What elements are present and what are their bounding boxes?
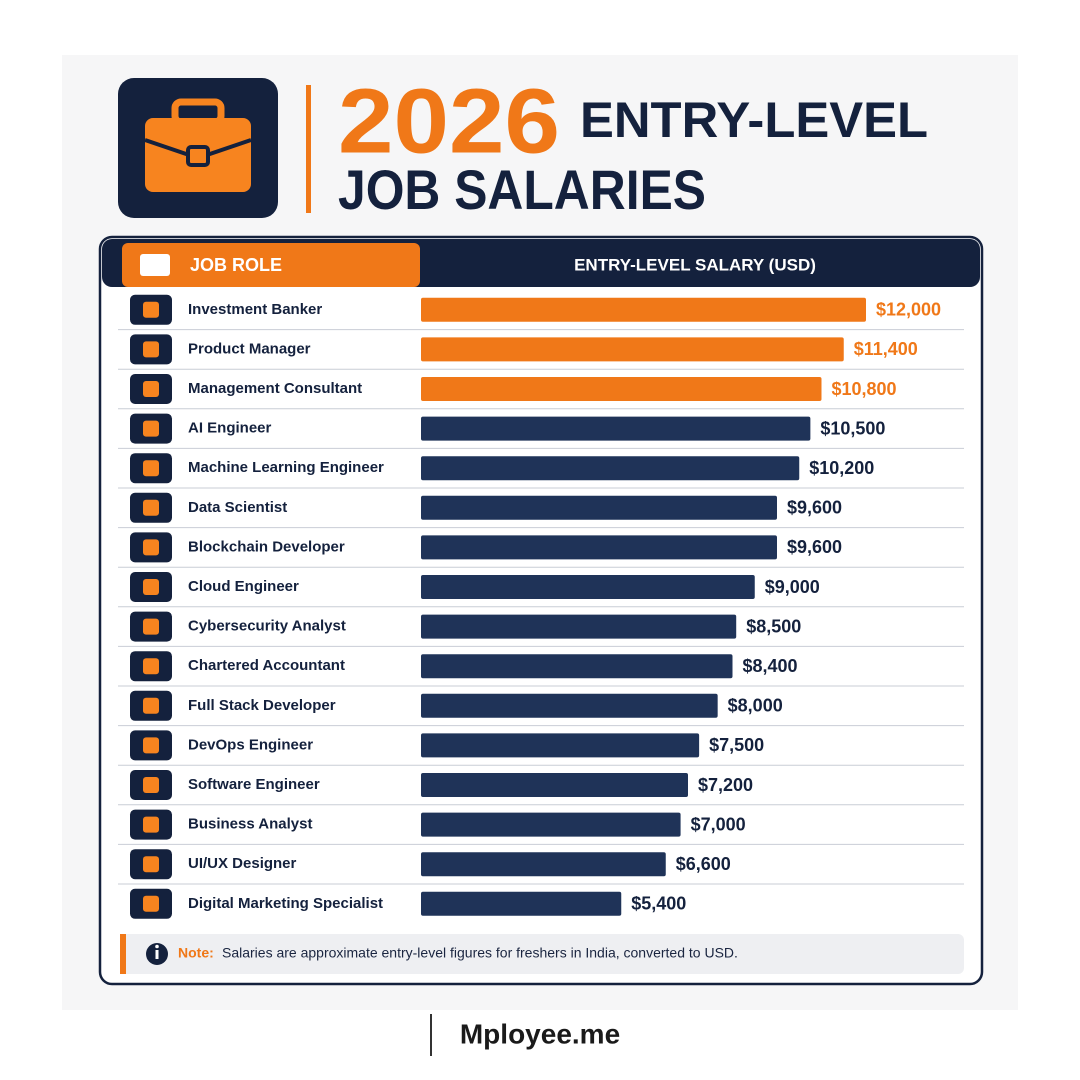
role-icon-glyph <box>143 737 159 754</box>
role-icon-glyph <box>143 420 159 437</box>
brand: Mployee.me <box>460 1018 620 1049</box>
role-icon-glyph <box>143 816 159 833</box>
role-header: JOB ROLE <box>190 255 282 275</box>
bar <box>421 654 733 679</box>
value-label: $6,600 <box>676 854 731 874</box>
info-icon-stem <box>155 950 159 959</box>
value-label: $9,600 <box>787 537 842 557</box>
value-label: $5,400 <box>631 894 686 914</box>
role-label: Investment Banker <box>188 301 322 318</box>
bar <box>421 377 822 401</box>
bar <box>421 812 681 837</box>
role-icon-glyph <box>143 341 159 358</box>
value-label: $10,800 <box>832 379 897 399</box>
role-label: Full Stack Developer <box>188 697 336 714</box>
role-label: Chartered Accountant <box>188 657 345 674</box>
bar <box>421 337 844 362</box>
value-label: $12,000 <box>876 300 941 320</box>
note-label: Note: <box>178 945 214 961</box>
role-label: Machine Learning Engineer <box>188 459 384 476</box>
role-icon-glyph <box>143 579 159 595</box>
role-label: Digital Marketing Specialist <box>188 895 383 912</box>
role-header-cell <box>122 243 420 287</box>
bar <box>421 456 800 481</box>
role-icon-glyph <box>143 499 159 516</box>
info-icon-dot <box>155 944 159 949</box>
value-label: $8,000 <box>728 696 783 716</box>
role-label: Management Consultant <box>188 380 362 397</box>
bar <box>421 535 777 560</box>
bar <box>421 852 666 877</box>
bar <box>421 733 700 758</box>
value-label: $11,400 <box>854 339 918 359</box>
value-label: $10,500 <box>820 418 885 438</box>
role-icon-glyph <box>143 658 159 675</box>
title-line2: JOB SALARIES <box>338 158 706 221</box>
role-label: Blockchain Developer <box>188 538 345 555</box>
note-box <box>120 934 964 974</box>
note-accent <box>120 934 126 974</box>
role-label: Data Scientist <box>188 499 287 516</box>
role-icon-glyph <box>143 697 159 714</box>
role-icon-glyph <box>143 381 159 397</box>
title-line1: ENTRY-LEVEL <box>580 92 928 148</box>
role-icon-glyph <box>143 856 159 873</box>
role-icon-glyph <box>143 777 159 793</box>
value-label: $8,500 <box>746 616 801 636</box>
role-label: UI/UX Designer <box>188 855 297 872</box>
role-label: Cybersecurity Analyst <box>188 618 346 635</box>
bar <box>421 575 755 599</box>
role-icon-glyph <box>143 539 159 556</box>
note-text: Salaries are approximate entry-level fig… <box>222 945 738 961</box>
title-divider <box>306 85 311 213</box>
role-label: Software Engineer <box>188 776 320 793</box>
role-label: Business Analyst <box>188 816 313 833</box>
bar <box>421 891 622 916</box>
role-label: Product Manager <box>188 340 311 357</box>
bar <box>421 416 811 441</box>
value-label: $7,500 <box>709 735 764 755</box>
bar <box>421 297 866 322</box>
role-icon-glyph <box>143 460 159 477</box>
role-header-icon <box>140 254 170 276</box>
bar <box>421 495 777 520</box>
bar <box>421 693 718 718</box>
rows: Investment Banker $12,000 Product Manager $… <box>118 294 964 919</box>
value-label: $9,000 <box>765 577 820 597</box>
bar <box>421 614 737 639</box>
role-icon-glyph <box>143 895 159 912</box>
role-label: AI Engineer <box>188 420 272 437</box>
briefcase-handle <box>171 98 225 126</box>
role-icon-glyph <box>143 618 159 635</box>
value-label: $7,200 <box>698 775 753 795</box>
role-icon-glyph <box>143 301 159 318</box>
bar <box>421 773 688 797</box>
role-label: Cloud Engineer <box>188 578 299 595</box>
title-year: 2026 <box>338 70 560 172</box>
briefcase-clasp <box>186 145 210 167</box>
value-label: $10,200 <box>809 458 874 478</box>
value-label: $7,000 <box>691 814 746 834</box>
brand-divider <box>430 1014 432 1056</box>
value-label: $8,400 <box>743 656 798 676</box>
role-label: DevOps Engineer <box>188 736 313 753</box>
value-label: $9,600 <box>787 498 842 518</box>
salary-header: ENTRY-LEVEL SALARY (USD) <box>574 255 816 274</box>
